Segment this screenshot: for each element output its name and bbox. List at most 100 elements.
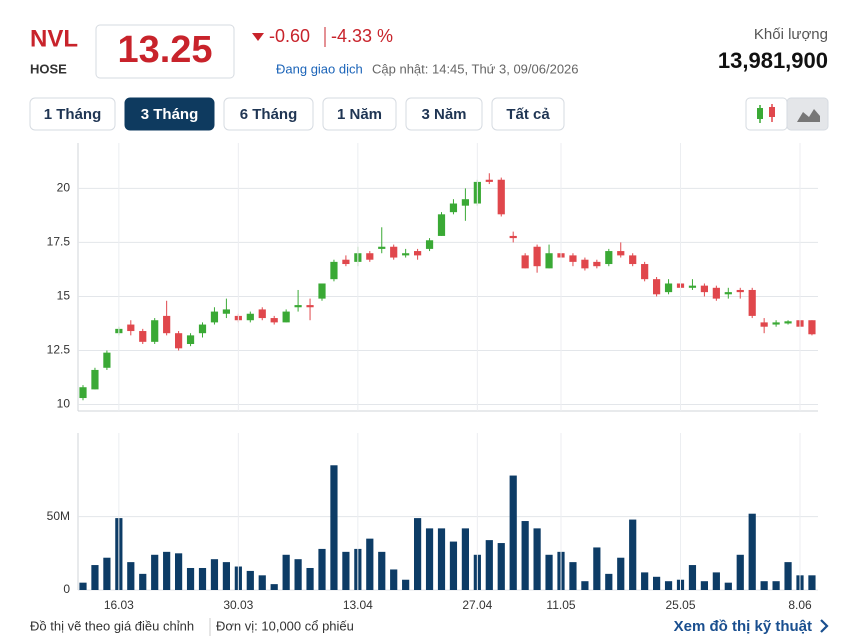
volume-bar xyxy=(485,540,493,590)
range-button[interactable]: 3 Năm xyxy=(405,97,483,131)
candle-body xyxy=(425,240,434,249)
volume-bar xyxy=(425,528,434,590)
technical-link[interactable]: Xem đồ thị kỹ thuật xyxy=(674,618,829,635)
y-tick-label: 17.5 xyxy=(47,235,71,249)
y-tick-label: 12.5 xyxy=(47,343,71,357)
button-label[interactable]: 3 Tháng xyxy=(141,106,199,123)
candle-body xyxy=(186,335,195,344)
volume-bar xyxy=(378,551,386,590)
x-tick-label: 25.05 xyxy=(665,598,695,612)
volume-bar xyxy=(641,572,649,590)
candle-body xyxy=(533,246,541,267)
candle-body xyxy=(103,352,111,368)
volume-bar xyxy=(653,576,661,590)
button-bg[interactable] xyxy=(405,97,483,131)
button-bg[interactable] xyxy=(124,97,215,131)
button-label[interactable]: 1 Năm xyxy=(337,106,382,123)
volume-bar xyxy=(366,538,374,590)
volume-bar xyxy=(605,573,613,590)
button-bg[interactable] xyxy=(29,97,116,131)
volume-bar xyxy=(246,570,254,590)
range-button[interactable]: 1 Tháng xyxy=(29,97,116,131)
volume-bar xyxy=(270,584,278,590)
candle-body xyxy=(784,321,792,324)
updated: Cập nhật: 14:45, Thứ 3, 09/06/2026 xyxy=(372,61,579,76)
volume-bar xyxy=(414,518,422,590)
button-bg[interactable] xyxy=(223,97,314,131)
x-tick-label: 8.06 xyxy=(788,598,812,612)
candle-toggle[interactable] xyxy=(745,97,788,131)
volume-bar xyxy=(210,559,219,590)
volume-bar xyxy=(629,519,637,590)
candle-body xyxy=(330,261,338,280)
candle-body xyxy=(127,324,135,332)
volume-bar xyxy=(151,554,159,590)
volume-bar xyxy=(581,581,589,590)
volume-bar xyxy=(306,567,314,590)
volume-bar xyxy=(330,465,338,590)
price-box xyxy=(95,24,235,79)
button-bg[interactable] xyxy=(491,97,565,131)
range-button[interactable]: Tất cả xyxy=(491,97,565,131)
range-button[interactable]: 3 Tháng xyxy=(124,97,215,131)
link-text[interactable]: Xem đồ thị kỹ thuật xyxy=(674,618,812,635)
volume-bar xyxy=(127,562,135,590)
footer-note: Đồ thị vẽ theo giá điều chỉnh xyxy=(30,618,194,633)
candle-body xyxy=(294,305,302,308)
volume-bar xyxy=(617,557,625,590)
candle-body xyxy=(198,324,207,334)
candle-body xyxy=(605,251,613,265)
button-label[interactable]: Tất cả xyxy=(506,106,550,123)
volume-bar xyxy=(103,557,111,590)
candle-body xyxy=(437,214,446,236)
range-buttons: 1 Tháng 3 Tháng 6 Tháng 1 Năm 3 Năm Tất cả xyxy=(29,97,565,131)
candle-body xyxy=(282,311,290,323)
volume-bar xyxy=(784,562,792,590)
exchange: HOSE xyxy=(30,61,67,76)
volume-bar xyxy=(545,554,553,590)
x-tick-label: 11.05 xyxy=(546,598,575,612)
candle-body xyxy=(175,333,183,349)
volume-bar xyxy=(736,554,744,590)
candle-body xyxy=(210,311,219,323)
volume-bar xyxy=(521,521,529,590)
range-button[interactable]: 1 Năm xyxy=(322,97,397,131)
x-tick-label: 13.04 xyxy=(343,598,373,612)
candle-body xyxy=(760,322,768,327)
volume-bar xyxy=(748,513,756,590)
candle-body xyxy=(246,313,254,321)
button-label[interactable]: 1 Tháng xyxy=(44,106,102,123)
volume-bar xyxy=(437,528,446,590)
volume-bar xyxy=(772,581,780,590)
area-toggle[interactable] xyxy=(786,97,829,131)
candle-body xyxy=(700,285,708,293)
candle-body xyxy=(258,309,266,319)
button-label[interactable]: 3 Năm xyxy=(421,106,466,123)
volume-bar xyxy=(294,559,302,590)
x-tick-label: 27.04 xyxy=(462,598,492,612)
volume-bar xyxy=(724,582,732,590)
footer-unit: Đơn vị: 10,000 cổ phiếu xyxy=(216,618,354,633)
candle-body xyxy=(366,253,374,260)
volume-bar xyxy=(700,581,708,590)
y-tick-label: 20 xyxy=(57,181,71,195)
volume-bar xyxy=(449,541,458,590)
candle-body xyxy=(79,387,87,399)
candle-body xyxy=(581,259,589,269)
plots: 10 12.5 15 17.5 20 0 50M 16.03 30.03 13.04 27.04 11… xyxy=(47,143,818,612)
volume-bar xyxy=(664,581,673,590)
candle-body xyxy=(724,292,732,295)
volume-bar xyxy=(569,562,577,590)
range-button[interactable]: 6 Tháng xyxy=(223,97,314,131)
button-bg[interactable] xyxy=(322,97,397,131)
volume-bar xyxy=(509,475,517,590)
candle-body xyxy=(593,261,601,267)
button-label[interactable]: 6 Tháng xyxy=(240,106,298,123)
price: 13.25 xyxy=(117,29,212,71)
volume: 13,981,900 xyxy=(718,48,828,73)
candle-body xyxy=(688,285,697,288)
candle-body xyxy=(772,322,780,325)
candle-body xyxy=(653,279,661,295)
volume-bar xyxy=(258,575,266,590)
